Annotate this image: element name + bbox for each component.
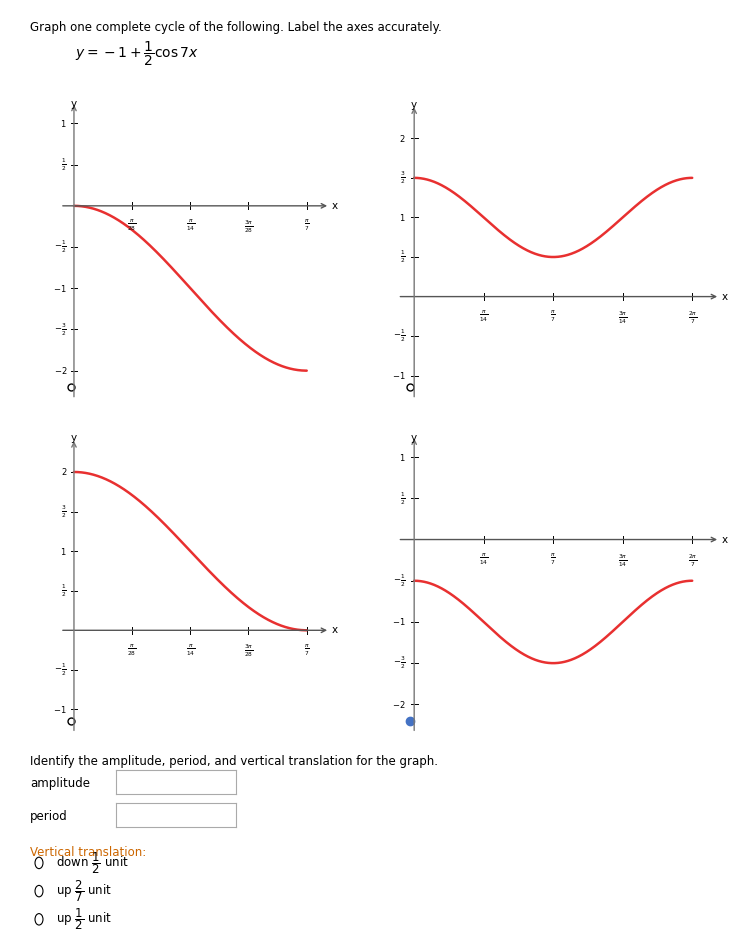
Text: $\frac{\pi}{14}$: $\frac{\pi}{14}$	[185, 218, 195, 233]
Text: $\frac{2\pi}{7}$: $\frac{2\pi}{7}$	[688, 552, 697, 569]
Text: y: y	[411, 433, 417, 443]
Text: $\frac{\pi}{7}$: $\frac{\pi}{7}$	[550, 552, 556, 567]
Text: $\frac{\pi}{7}$: $\frac{\pi}{7}$	[550, 309, 556, 324]
Text: x: x	[722, 291, 728, 302]
Text: y: y	[411, 100, 417, 110]
Text: $\frac{1}{2}$: $\frac{1}{2}$	[62, 583, 67, 599]
Text: Identify the amplitude, period, and vertical translation for the graph.: Identify the amplitude, period, and vert…	[30, 755, 438, 768]
Text: $-2$: $-2$	[392, 698, 406, 710]
Text: $\frac{1}{2}$: $\frac{1}{2}$	[400, 490, 406, 507]
Text: $\frac{\pi}{28}$: $\frac{\pi}{28}$	[128, 643, 137, 658]
Text: $\frac{\pi}{14}$: $\frac{\pi}{14}$	[479, 552, 488, 567]
Text: y: y	[71, 100, 77, 109]
Text: $-1$: $-1$	[53, 704, 67, 715]
Text: $\frac{\pi}{7}$: $\frac{\pi}{7}$	[304, 643, 310, 658]
Text: $y = -1 + \dfrac{1}{2}\cos 7x$: $y = -1 + \dfrac{1}{2}\cos 7x$	[75, 39, 199, 68]
Text: $-\frac{1}{2}$: $-\frac{1}{2}$	[393, 328, 406, 344]
Text: $\frac{3}{2}$: $\frac{3}{2}$	[400, 169, 406, 186]
Text: $\frac{\pi}{14}$: $\frac{\pi}{14}$	[185, 643, 195, 658]
Text: $\frac{1}{2}$: $\frac{1}{2}$	[62, 156, 67, 173]
Text: $\frac{\pi}{7}$: $\frac{\pi}{7}$	[304, 218, 310, 233]
Text: $-\frac{1}{2}$: $-\frac{1}{2}$	[393, 572, 406, 589]
Text: Graph one complete cycle of the following. Label the axes accurately.: Graph one complete cycle of the followin…	[30, 21, 442, 34]
Text: $\frac{\pi}{14}$: $\frac{\pi}{14}$	[479, 309, 488, 324]
Text: $1$: $1$	[399, 451, 406, 462]
Text: $\frac{3}{2}$: $\frac{3}{2}$	[62, 503, 67, 520]
Text: down $\dfrac{1}{2}$ unit: down $\dfrac{1}{2}$ unit	[56, 850, 129, 876]
Text: $1$: $1$	[61, 118, 67, 129]
Text: $-\frac{1}{2}$: $-\frac{1}{2}$	[54, 662, 67, 678]
Text: $\frac{3\pi}{28}$: $\frac{3\pi}{28}$	[244, 643, 254, 659]
Text: up $\dfrac{2}{7}$ unit: up $\dfrac{2}{7}$ unit	[56, 878, 112, 904]
Text: $2$: $2$	[400, 133, 406, 144]
Text: up $\dfrac{1}{2}$ unit: up $\dfrac{1}{2}$ unit	[56, 906, 112, 932]
Text: $-\frac{3}{2}$: $-\frac{3}{2}$	[393, 655, 406, 671]
Text: $-1$: $-1$	[53, 283, 67, 293]
Text: period: period	[30, 810, 68, 823]
Text: $\frac{3\pi}{28}$: $\frac{3\pi}{28}$	[244, 218, 254, 235]
Text: $2$: $2$	[61, 466, 67, 478]
Text: $-1$: $-1$	[392, 370, 406, 382]
Text: $1$: $1$	[61, 545, 67, 556]
Text: $\frac{3\pi}{14}$: $\frac{3\pi}{14}$	[618, 552, 628, 569]
Text: $1$: $1$	[399, 212, 406, 223]
Text: x: x	[332, 625, 338, 635]
Text: x: x	[332, 201, 338, 211]
Text: amplitude: amplitude	[30, 777, 90, 791]
Text: x: x	[722, 535, 728, 544]
Text: Vertical translation:: Vertical translation:	[30, 846, 146, 859]
Text: $\frac{\pi}{28}$: $\frac{\pi}{28}$	[128, 218, 137, 233]
Text: $\frac{2\pi}{7}$: $\frac{2\pi}{7}$	[688, 309, 697, 325]
Text: $-1$: $-1$	[392, 617, 406, 627]
Text: y: y	[71, 433, 77, 444]
Text: $\frac{1}{2}$: $\frac{1}{2}$	[400, 249, 406, 265]
Text: $-\frac{3}{2}$: $-\frac{3}{2}$	[54, 321, 67, 337]
Text: $\frac{3\pi}{14}$: $\frac{3\pi}{14}$	[618, 309, 628, 325]
Text: $-2$: $-2$	[53, 365, 67, 376]
Text: $-\frac{1}{2}$: $-\frac{1}{2}$	[54, 239, 67, 256]
